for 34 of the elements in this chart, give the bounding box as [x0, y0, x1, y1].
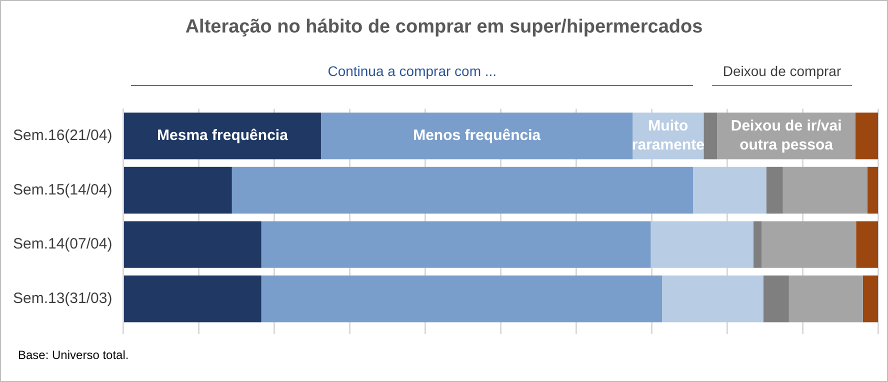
- bar: [124, 221, 262, 268]
- bar: [261, 221, 651, 268]
- bar: [856, 221, 878, 268]
- bar: [788, 276, 863, 322]
- text: Deixou de comprar: [712, 62, 852, 86]
- bar: [766, 166, 783, 214]
- series-label: Menos frequência: [413, 127, 542, 144]
- chart-title: Alteração no hábito de comprar em super/hipermercados: [185, 16, 703, 38]
- text: Continua a comprar com ...: [131, 62, 694, 86]
- bar: [124, 166, 232, 214]
- bar: [124, 112, 321, 160]
- series-label: Deixou de ir/vai outra pessoa: [730, 118, 842, 154]
- y-tick-label: Sem.15(14/04): [12, 181, 112, 198]
- bar: [782, 166, 868, 214]
- bar: [124, 276, 262, 322]
- series-label: Muito raramente: [632, 118, 704, 154]
- bar: [320, 112, 633, 160]
- bar: [862, 276, 878, 322]
- bar: [693, 166, 766, 214]
- y-tick-label: Sem.13(31/03): [12, 290, 112, 307]
- bar: [855, 112, 878, 160]
- y-tick-label: Sem.14(07/04): [12, 236, 112, 253]
- bar: [662, 276, 764, 322]
- bar: [762, 221, 856, 268]
- bar: [650, 221, 754, 268]
- text: Base: Universo total.: [18, 348, 129, 362]
- bar: [763, 276, 789, 322]
- bar: [261, 276, 662, 322]
- bar: [753, 221, 762, 268]
- bar: [704, 112, 718, 160]
- bar: [232, 166, 694, 214]
- series-label: Mesma frequência: [157, 127, 289, 144]
- bar: [867, 166, 878, 214]
- y-tick-label: Sem.16(21/04): [12, 127, 112, 144]
